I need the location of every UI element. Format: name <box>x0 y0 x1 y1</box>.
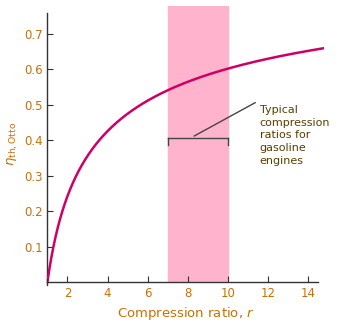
X-axis label: Compression ratio, $r$: Compression ratio, $r$ <box>117 305 255 322</box>
Text: Typical
compression
ratios for
gasoline
engines: Typical compression ratios for gasoline … <box>260 105 330 166</box>
Y-axis label: $\eta_{\mathrm{th,Otto}}$: $\eta_{\mathrm{th,Otto}}$ <box>5 122 20 166</box>
Bar <box>167 6 228 282</box>
